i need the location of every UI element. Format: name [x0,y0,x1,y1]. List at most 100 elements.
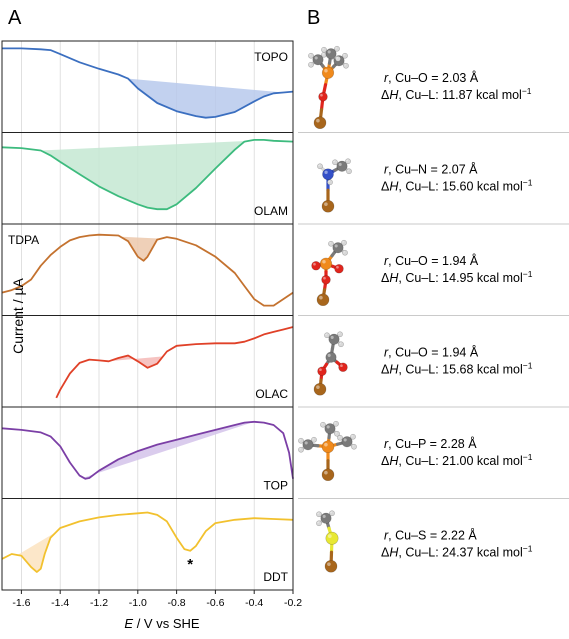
atom-o [318,92,328,102]
molecule-model-olam [317,158,352,213]
enthalpy-value: , Cu–L: 11.87 kcal mol [398,88,521,102]
series-line-topo [2,47,294,119]
bond-length-label: r, Cu–O = 1.94 Å [384,344,479,359]
series-line-olam [1,139,294,211]
atom-highlight [324,170,328,174]
panel-label-b: B [307,7,320,29]
atom-highlight [313,262,316,266]
symbol-delta: Δ [381,179,389,193]
atom-highlight [324,470,328,475]
structure-row-olam: r, Cu–N = 2.07 ÅΔH, Cu–L: 15.60 kcal mol… [317,158,533,213]
atom-cu [316,293,330,307]
panel-top: TOP [1,406,294,499]
atom-highlight [338,436,340,438]
bond-length-label: r, Cu–S = 2.22 Å [384,527,477,542]
atom-highlight [312,438,314,440]
molecule-model-tdpa [311,239,348,307]
x-tick-label: -1.2 [90,597,108,609]
atom-highlight [340,364,343,368]
panel-ddt: * DDT [1,498,294,591]
symbol-delta: Δ [381,545,389,559]
enthalpy-value: , Cu–L: 14.95 kcal mol [398,271,522,285]
enthalpy-value: , Cu–L: 24.37 kcal mol [398,545,522,559]
series-label-olam: OLAM [254,204,288,218]
unit-superscript: −1 [523,177,533,187]
symbol-r: r [384,345,389,359]
enthalpy-label: ΔH, Cu–L: 14.95 kcal mol−1 [381,269,533,285]
atom-highlight [342,241,344,243]
unit-superscript: −1 [523,360,533,370]
series-label-ddt: DDT [263,570,288,584]
molecule-model-topo [308,45,349,130]
shaded-area-tdpa [120,236,162,261]
shaded-area-olam [40,140,249,210]
atom-h [317,163,323,170]
atom-cu [321,468,335,482]
atom-c [325,48,337,60]
atom-c [336,160,348,172]
atom-highlight [324,442,328,447]
atom-highlight [324,68,328,73]
series-line-top [1,420,294,480]
bond-length-label: r, Cu–N = 2.07 Å [384,161,478,176]
atom-o [321,275,331,285]
atom-highlight [314,56,318,60]
x-tick-label: -1.4 [51,597,69,609]
bond-length-value: , Cu–O = 1.94 Å [388,253,479,268]
atom-highlight [336,265,339,269]
atom-highlight [352,445,354,447]
series-label-top: TOP [264,479,288,493]
atom-highlight [322,48,324,50]
bond-length-value: , Cu–P = 2.28 Å [388,436,477,451]
symbol-delta: Δ [381,271,389,285]
enthalpy-value: , Cu–L: 15.60 kcal mol [398,179,522,193]
enthalpy-value: , Cu–L: 21.00 kcal mol [398,454,522,468]
atom-p [321,440,335,454]
series-label-topo: TOPO [254,50,288,64]
symbol-h: H [389,545,399,559]
atom-c [332,242,344,254]
atom-c [324,423,336,435]
series-line-ddt [1,511,294,573]
atom-highlight [319,295,323,300]
x-tick-label: -0.6 [206,597,224,609]
atom-highlight [329,242,331,244]
atom-h [345,158,351,165]
atom-highlight [317,521,319,524]
atom-highlight [335,47,337,49]
atom-p [321,66,335,79]
atom-highlight [323,276,326,280]
atom-c [328,333,340,345]
atom-highlight [338,332,340,335]
symbol-h: H [389,271,399,285]
series-label-olac: OLAC [255,387,288,401]
atom-highlight [322,259,326,264]
atom-h [311,436,317,443]
atom-o [338,362,348,372]
atom-h [298,437,304,444]
atom-highlight [322,514,326,518]
x-axis-label: E / V vs SHE [124,616,199,631]
x-tick-label: -1.0 [129,597,147,609]
atom-highlight [343,54,345,56]
atom-highlight [304,441,308,445]
atom-highlight [334,422,336,424]
atom-h [337,331,343,338]
plot-area: TOPO OLAM TDPA OLAC TOP * DDT -1.6 -1.4 -1.2 -1.0 -… [1,40,302,609]
atom-h [316,511,322,518]
atom-cu [321,199,335,213]
atom-highlight [333,160,335,163]
structure-row-topo: r, Cu–O = 2.03 ÅΔH, Cu–L: 11.87 kcal mol… [308,45,532,130]
atom-o [317,366,327,376]
atom-h [338,341,344,348]
atom-h [321,46,327,53]
enthalpy-label: ΔH, Cu–L: 11.87 kcal mol−1 [381,86,532,102]
symbol-r: r [384,162,389,176]
structure-row-ddt: r, Cu–S = 2.22 Å ΔH, Cu–L: 24.37 kcal mol… [316,510,533,573]
atom-highlight [327,353,331,357]
symbol-h: H [389,88,399,102]
enthalpy-value: , Cu–L: 15.68 kcal mol [398,362,522,376]
atom-highlight [344,64,346,66]
x-axis-label-unit: / V vs SHE [133,616,200,631]
panel-olam: OLAM [1,132,294,225]
